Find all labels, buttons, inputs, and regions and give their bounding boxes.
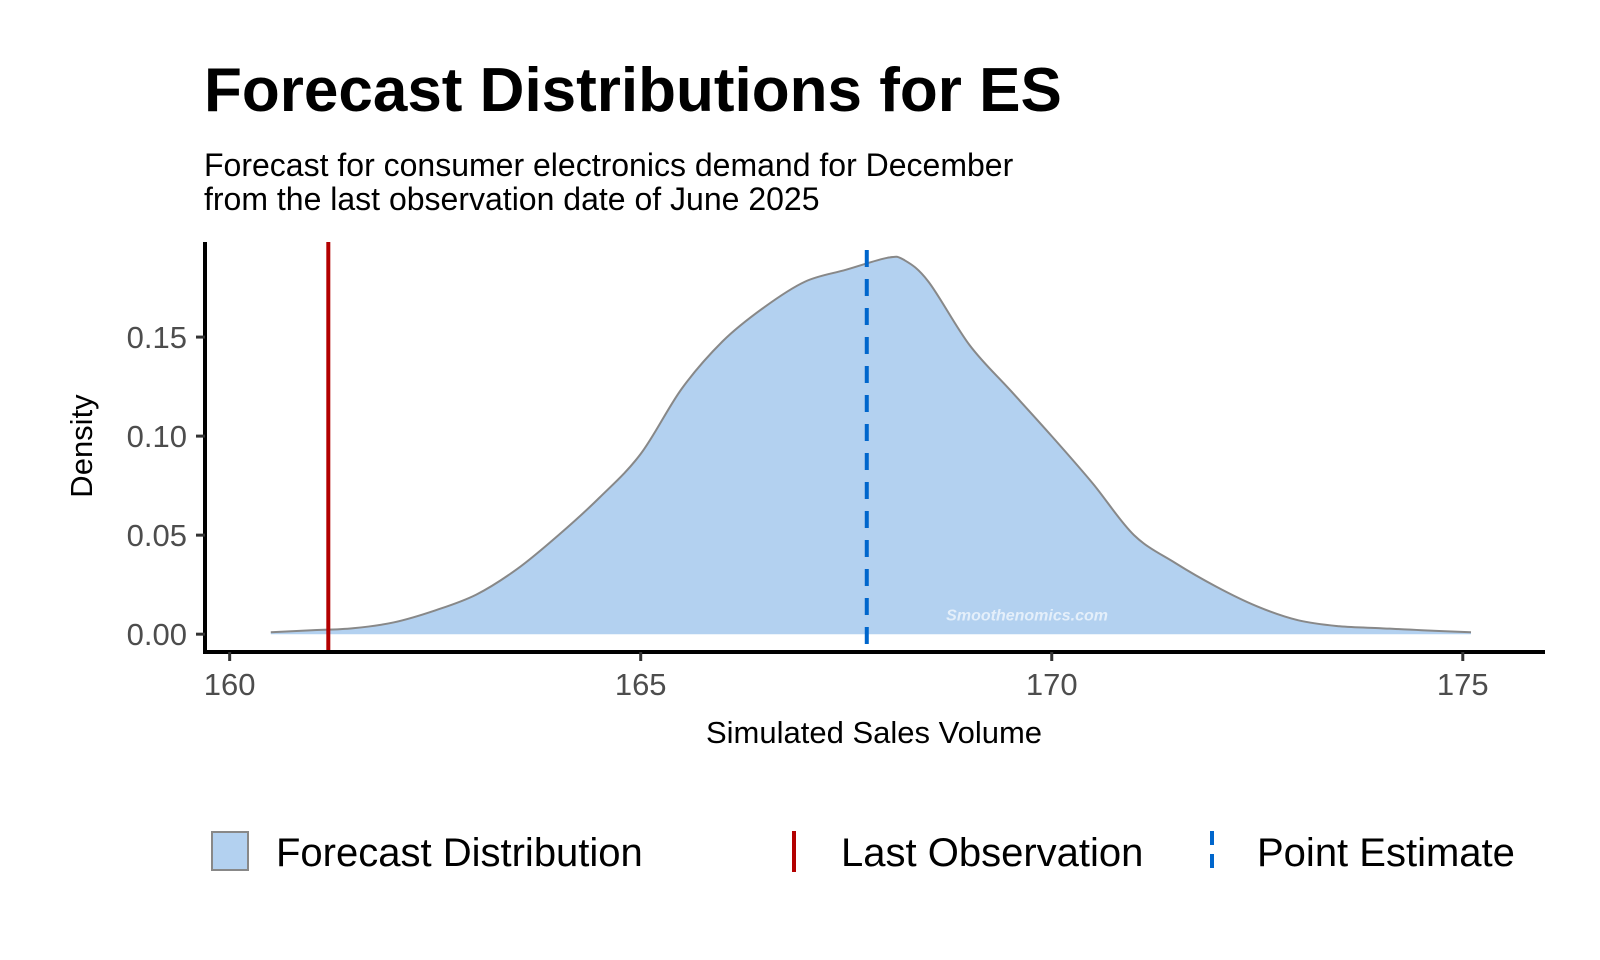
legend-label-last-observation: Last Observation [841,831,1143,875]
legend-label-point-estimate: Point Estimate [1257,831,1515,875]
chart-subtitle-line-1: Forecast for consumer electronics demand… [204,147,1014,183]
density-area-fill [270,256,1471,635]
x-tick-label: 170 [1026,667,1078,702]
y-axis-title: Density [64,394,99,498]
x-tick-label: 175 [1437,667,1489,702]
legend-label-forecast-distribution: Forecast Distribution [276,831,643,875]
chart-title: Forecast Distributions for ES [204,56,1062,125]
x-tick-label: 160 [204,667,256,702]
y-tick-label: 0.05 [127,518,187,553]
x-tick-label: 165 [615,667,667,702]
legend: Forecast Distribution Last Observation P… [211,831,1515,875]
y-tick-label: 0.15 [127,320,187,355]
density-curve-outline [270,255,1472,634]
chart-subtitle-line-2: from the last observation date of June 2… [204,181,820,217]
x-axis-title: Simulated Sales Volume [706,715,1042,750]
legend-key-forecast-distribution [211,831,249,871]
plot-area: Smoothenomics.com 0.00 0.05 0.10 0.15 160 165 1… [127,242,1545,702]
y-tick-label: 0.10 [127,419,187,454]
watermark: Smoothenomics.com [946,607,1108,624]
y-tick-label: 0.00 [127,617,187,652]
